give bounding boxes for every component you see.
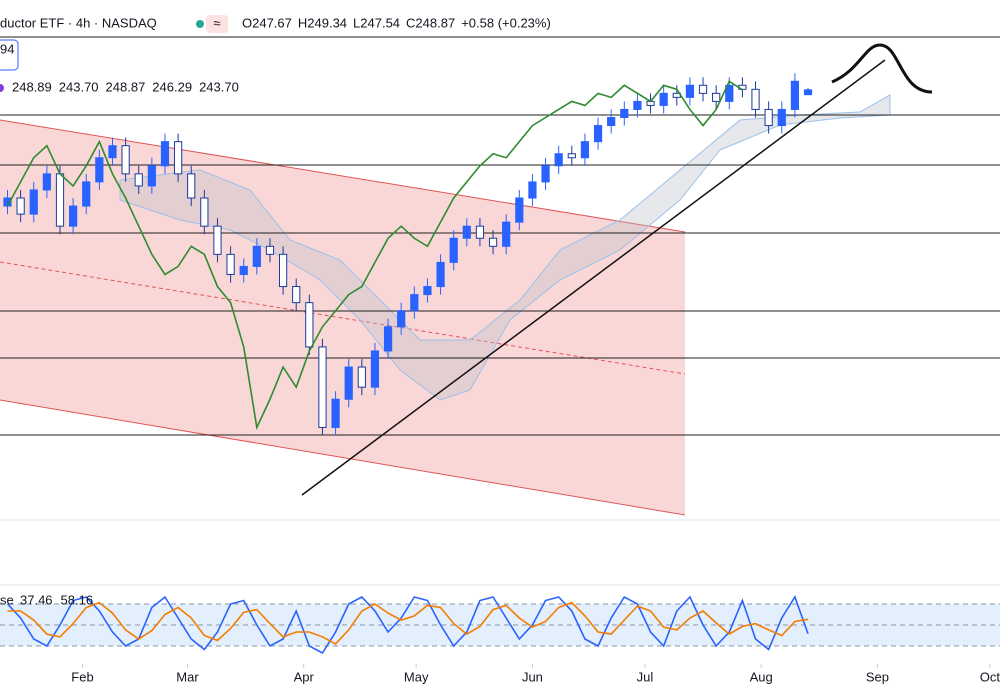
candle-body [383, 326, 393, 352]
candle-body [633, 100, 642, 110]
candle-body [3, 197, 12, 207]
indicator-value: 243.70 [59, 79, 99, 94]
candle-body [278, 253, 288, 288]
channel-bottom [0, 399, 686, 516]
candle-body [55, 173, 65, 227]
indicator-value: 248.89 [12, 79, 52, 94]
ohlc-label: O247.67 [242, 15, 292, 30]
indicator-value: 246.29 [152, 79, 192, 94]
candle-body [751, 88, 760, 110]
x-tick-label: Apr [294, 669, 315, 684]
x-tick-label: Mar [176, 669, 199, 684]
layout: ≈ [0, 15, 1000, 586]
osc-title: se [0, 592, 14, 607]
candle-body [659, 92, 668, 106]
osc-line [7, 601, 809, 645]
osc-value: 58.16 [61, 592, 94, 607]
candle-body [265, 245, 275, 255]
drawing [831, 43, 933, 94]
candle-body [318, 346, 327, 428]
candle-body [16, 197, 25, 215]
candle-body [397, 310, 406, 328]
channel-top [0, 119, 686, 233]
lagging-line [6, 80, 743, 431]
x-tick-label: Aug [750, 669, 773, 684]
candle-body [239, 265, 248, 275]
candle-body [187, 173, 196, 199]
candle-body [462, 225, 471, 239]
candle-body [541, 165, 550, 183]
candle-body [515, 197, 524, 223]
candle-body [436, 261, 445, 288]
candle-body [160, 141, 170, 167]
candle-body [764, 108, 773, 127]
x-tick-label: May [404, 669, 429, 684]
candle-body [305, 302, 314, 348]
candle-body [173, 141, 183, 175]
candle-body [357, 366, 366, 388]
candle-body [554, 153, 563, 167]
candle-body [777, 108, 786, 127]
x-tick-label: Jul [637, 669, 654, 684]
ohlc-label: C248.87 [406, 15, 455, 30]
candle-body [331, 398, 340, 428]
ohlc-label: L247.54 [353, 15, 400, 30]
candle-body [488, 237, 498, 247]
candle-body [95, 157, 104, 183]
candle-body [69, 205, 78, 227]
candle-body [449, 237, 458, 263]
candle-body [528, 181, 537, 199]
candle-body [226, 253, 235, 275]
candle-body [213, 225, 222, 255]
candle-body [42, 173, 51, 191]
candle-body [292, 286, 301, 304]
candle-body [121, 145, 130, 175]
candle-body [108, 145, 117, 159]
candle-body [620, 108, 629, 118]
candle-body [607, 117, 616, 127]
status-dot [196, 20, 204, 28]
candle-body [147, 165, 156, 187]
x-tick-label: Oct [980, 669, 1000, 684]
candle-body [29, 189, 38, 215]
trend-line [301, 59, 886, 496]
candle-body [790, 80, 800, 110]
ohlc-label: H249.34 [298, 15, 347, 30]
candle-body [803, 89, 813, 96]
indicator-value: 243.70 [199, 79, 239, 94]
status-icon: ≈ [213, 15, 220, 30]
candle-body [410, 294, 419, 312]
x-tick-label: Feb [71, 669, 93, 684]
candle-body [567, 153, 576, 159]
candle-body [712, 92, 721, 102]
chart-title: ductor ETF · 4h · NASDAQ [0, 15, 157, 30]
change-label: +0.58 (+0.23%) [461, 15, 551, 30]
candle-body [423, 286, 432, 296]
indicator-icon [0, 84, 4, 92]
candle-body [370, 350, 380, 388]
candle-body [252, 245, 261, 267]
candle-body [685, 84, 695, 98]
indicator-value: 248.87 [106, 79, 146, 94]
candle-body [593, 125, 603, 143]
candle-body [725, 84, 734, 102]
candle-body [580, 141, 590, 159]
x-tick-label: Sep [866, 669, 889, 684]
candle-body [134, 173, 143, 187]
channel-mid [0, 261, 686, 375]
x-tick-label: Jun [522, 669, 543, 684]
badge: 94 [0, 41, 14, 56]
badge-box [0, 39, 19, 71]
osc-value: 37.46 [20, 592, 53, 607]
candle-body [502, 221, 511, 247]
candle-body [200, 197, 209, 227]
osc-line [6, 595, 809, 655]
status-chip [206, 15, 228, 33]
candle-body [698, 84, 708, 94]
candle-body [344, 366, 353, 400]
candle-body [82, 181, 91, 207]
candle-body [475, 225, 485, 239]
